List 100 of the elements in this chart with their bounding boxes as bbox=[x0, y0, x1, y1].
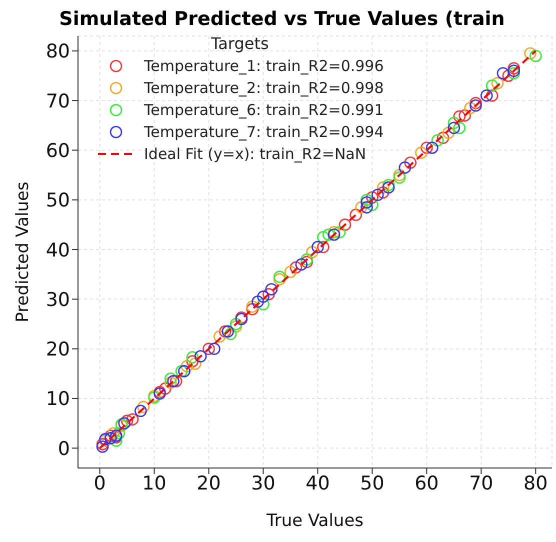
y-tick-label: 80 bbox=[46, 40, 70, 63]
point bbox=[442, 126, 455, 139]
point bbox=[317, 240, 330, 254]
y-tick-label: 10 bbox=[46, 388, 70, 410]
point bbox=[393, 171, 406, 184]
point bbox=[312, 240, 324, 254]
point bbox=[426, 142, 438, 154]
point bbox=[214, 330, 226, 343]
point bbox=[104, 432, 117, 444]
x-tick-label: 60 bbox=[414, 472, 439, 494]
point bbox=[186, 355, 199, 368]
point bbox=[224, 328, 237, 340]
point bbox=[295, 258, 308, 271]
point bbox=[382, 181, 395, 194]
x-tick-label: 30 bbox=[251, 472, 276, 494]
legend-label: Temperature_2: train_R2=0.998 bbox=[144, 79, 384, 97]
point bbox=[104, 430, 117, 442]
point bbox=[96, 438, 109, 450]
point bbox=[350, 208, 362, 221]
point bbox=[333, 226, 346, 238]
point bbox=[112, 427, 126, 440]
x-tick-label: 80 bbox=[524, 472, 548, 494]
x-tick-label: 50 bbox=[360, 472, 384, 494]
point bbox=[257, 290, 270, 303]
y-axis-title: Predicted Values bbox=[13, 181, 34, 322]
legend-label: Ideal Fit (y=x): train_R2=NaN bbox=[144, 145, 366, 163]
chart-title: Simulated Predicted vs True Values (train bbox=[58, 8, 506, 30]
x-tick-label: 20 bbox=[196, 472, 221, 494]
point bbox=[470, 99, 482, 112]
point bbox=[508, 64, 520, 77]
point bbox=[366, 198, 378, 211]
point bbox=[230, 320, 242, 333]
y-tick-label: 20 bbox=[46, 338, 70, 361]
point bbox=[96, 440, 109, 453]
x-axis-title: True Values bbox=[265, 511, 364, 531]
point bbox=[246, 300, 258, 313]
legend-title: Targets bbox=[210, 34, 270, 53]
point bbox=[159, 382, 172, 395]
point bbox=[496, 67, 510, 80]
point bbox=[491, 77, 504, 90]
point bbox=[376, 181, 390, 194]
x-tick-label: 70 bbox=[469, 472, 494, 494]
point bbox=[202, 342, 215, 355]
point bbox=[480, 89, 493, 102]
point bbox=[222, 325, 234, 338]
point bbox=[453, 122, 466, 134]
point bbox=[273, 270, 286, 283]
legend-label: Temperature_6: train_R2=0.991 bbox=[144, 101, 384, 119]
point bbox=[322, 228, 335, 241]
point bbox=[120, 414, 134, 427]
point bbox=[464, 102, 476, 114]
point bbox=[486, 80, 498, 92]
point bbox=[458, 109, 471, 122]
point bbox=[317, 230, 330, 244]
point bbox=[470, 96, 482, 110]
point bbox=[164, 376, 177, 389]
point bbox=[453, 110, 466, 123]
point bbox=[524, 47, 536, 60]
y-tick-label: 30 bbox=[46, 288, 70, 311]
point bbox=[448, 122, 460, 134]
point bbox=[376, 186, 390, 199]
point bbox=[218, 325, 232, 338]
point bbox=[126, 413, 139, 426]
point bbox=[186, 351, 199, 364]
point bbox=[404, 156, 416, 169]
point bbox=[167, 374, 180, 388]
point bbox=[180, 360, 194, 372]
point bbox=[338, 218, 352, 231]
point bbox=[328, 228, 340, 241]
point bbox=[393, 168, 406, 182]
point bbox=[175, 365, 188, 378]
point bbox=[252, 296, 264, 308]
point bbox=[262, 288, 275, 300]
point bbox=[415, 146, 428, 159]
point bbox=[118, 417, 130, 430]
legend-label: Temperature_1: train_R2=0.996 bbox=[144, 57, 384, 75]
point bbox=[284, 266, 297, 278]
point bbox=[360, 194, 373, 206]
point bbox=[382, 178, 395, 192]
y-tick-label: 40 bbox=[46, 239, 70, 262]
point bbox=[306, 246, 318, 258]
point bbox=[372, 188, 384, 202]
point bbox=[300, 256, 313, 268]
point bbox=[107, 427, 120, 440]
legend-label: Temperature_7: train_R2=0.994 bbox=[144, 123, 384, 141]
y-tick-label: 70 bbox=[46, 90, 70, 112]
point bbox=[178, 365, 190, 378]
point bbox=[290, 261, 302, 274]
x-tick-label: 40 bbox=[306, 472, 330, 494]
point bbox=[188, 358, 202, 370]
point bbox=[448, 116, 460, 130]
point bbox=[530, 50, 542, 62]
y-tick-label: 50 bbox=[46, 190, 70, 212]
point bbox=[486, 89, 498, 102]
point bbox=[360, 201, 373, 214]
point bbox=[137, 400, 150, 414]
point bbox=[508, 67, 520, 80]
point bbox=[164, 372, 177, 385]
x-tick-label: 0 bbox=[94, 472, 106, 494]
point bbox=[194, 350, 207, 362]
